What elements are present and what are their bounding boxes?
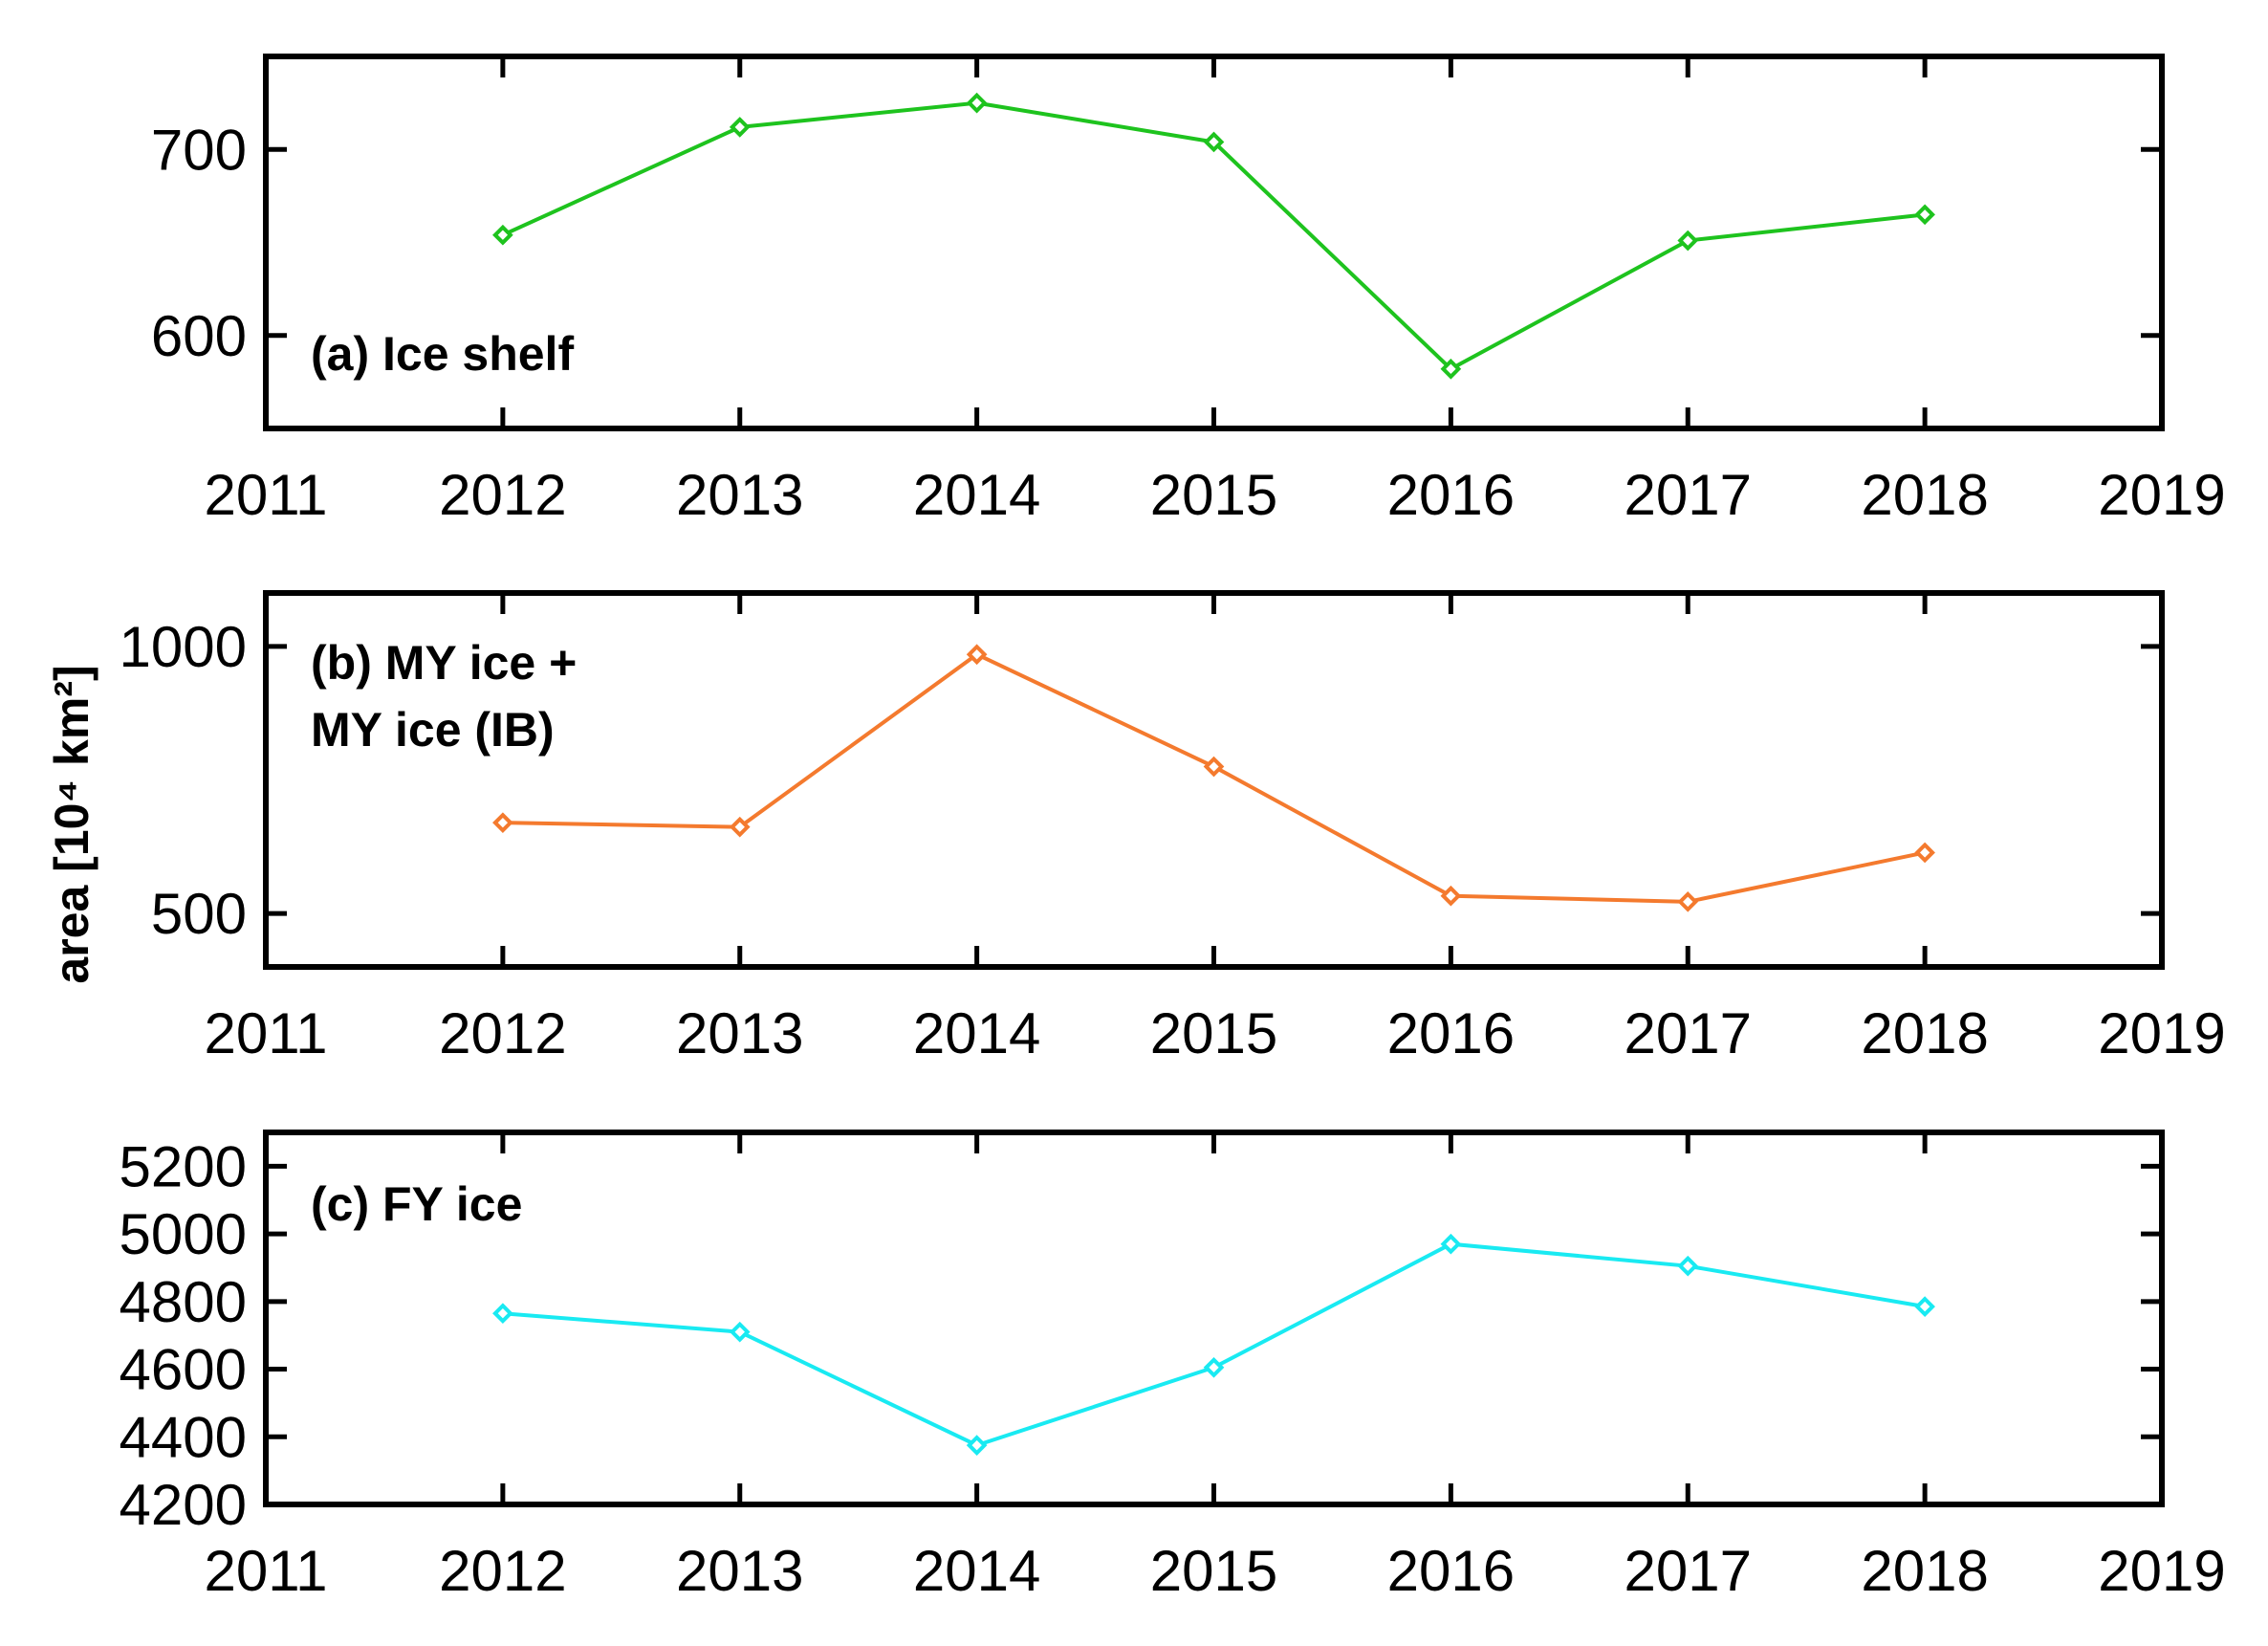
panel-fy-ice: 2011 2012 2013 2014 2015 2016 2017 2018 2019 4200… <box>120 1130 2226 1603</box>
data-point <box>966 1435 988 1456</box>
data-point <box>492 1303 513 1325</box>
data-point <box>1914 842 1935 864</box>
x-tick-label: 2015 <box>1150 463 1277 527</box>
x-tick-label: 2014 <box>913 1539 1040 1603</box>
x-tick-label: 2013 <box>676 1001 803 1065</box>
y-tick-label: 4200 <box>120 1473 247 1537</box>
series-line-my-ice <box>502 652 1926 904</box>
x-tick-label: 2019 <box>2098 463 2225 527</box>
x-tick-label: 2015 <box>1150 1001 1277 1065</box>
y-tick-label: 700 <box>151 118 247 182</box>
y-tick-label: 4400 <box>120 1405 247 1469</box>
data-point <box>729 117 751 138</box>
x-tick-label: 2012 <box>439 1001 566 1065</box>
data-point <box>1440 885 1462 907</box>
panel-label: (a) Ice shelf <box>311 327 574 381</box>
data-point <box>1677 230 1699 252</box>
series-line-fy-ice <box>502 1241 1926 1448</box>
data-point <box>1914 204 1935 226</box>
data-point <box>966 92 988 114</box>
panel-ice-shelf: 2011 2012 2013 2014 2015 2016 2017 2018 2019 600 7… <box>151 54 2226 527</box>
data-point <box>729 816 751 838</box>
data-point <box>492 812 513 834</box>
y-tick-label: 5000 <box>120 1202 247 1266</box>
x-tick-label: 2018 <box>1861 1001 1988 1065</box>
data-point <box>1677 1255 1699 1277</box>
x-tick-label: 2013 <box>676 463 803 527</box>
data-point <box>1203 131 1225 153</box>
x-tick-label: 2018 <box>1861 1539 1988 1603</box>
panel-label: MY ice (IB) <box>311 703 555 757</box>
x-tick-label: 2017 <box>1625 1539 1752 1603</box>
x-tick-label: 2017 <box>1625 1001 1752 1065</box>
x-tick-label: 2013 <box>676 1539 803 1603</box>
y-tick-label: 600 <box>151 304 247 368</box>
x-tick-label: 2014 <box>913 463 1040 527</box>
x-tick-label: 2012 <box>439 1539 566 1603</box>
x-tick-label: 2011 <box>204 463 327 527</box>
data-point <box>1440 1233 1462 1255</box>
x-tick-label: 2019 <box>2098 1539 2225 1603</box>
x-tick-label: 2012 <box>439 463 566 527</box>
x-tick-label: 2014 <box>913 1001 1040 1065</box>
x-tick-label: 2011 <box>204 1001 327 1065</box>
y-tick-label: 500 <box>151 882 247 946</box>
data-point <box>1203 1356 1225 1378</box>
x-tick-label: 2011 <box>204 1539 327 1603</box>
x-tick-label: 2016 <box>1387 463 1515 527</box>
x-tick-label: 2019 <box>2098 1001 2225 1065</box>
data-point <box>966 644 988 666</box>
y-axis-label: area [10⁴ km²] <box>45 665 98 983</box>
x-tick-label: 2018 <box>1861 463 1988 527</box>
y-tick-label: 1000 <box>120 615 247 679</box>
data-point <box>729 1321 751 1343</box>
x-tick-label: 2015 <box>1150 1539 1277 1603</box>
data-point <box>1440 358 1462 380</box>
panel-my-ice: 2011 2012 2013 2014 2015 2016 2017 2018 2019 500 1… <box>120 590 2226 1065</box>
data-point <box>492 224 513 246</box>
panel-label: (c) FY ice <box>311 1177 522 1231</box>
x-tick-label: 2016 <box>1387 1001 1515 1065</box>
y-tick-label: 4600 <box>120 1338 247 1402</box>
x-tick-label: 2016 <box>1387 1539 1515 1603</box>
panel-label: (b) MY ice + <box>311 636 577 690</box>
x-tick-label: 2017 <box>1625 463 1752 527</box>
y-tick-label: 4800 <box>120 1270 247 1334</box>
y-tick-label: 5200 <box>120 1134 247 1198</box>
data-point <box>1203 756 1225 778</box>
data-point <box>1677 891 1699 912</box>
data-point <box>1914 1296 1935 1317</box>
